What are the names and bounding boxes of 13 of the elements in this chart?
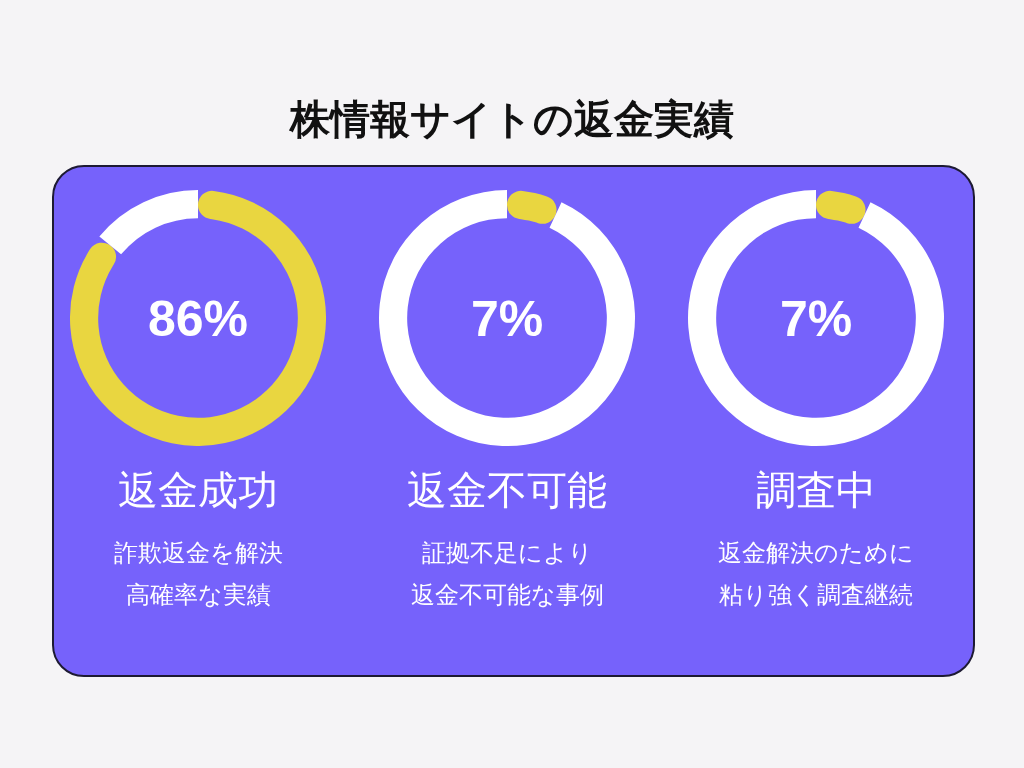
text: 返金解決のために: [717, 538, 915, 568]
text: 返金不可能: [406, 467, 608, 514]
text: 株情報サイトの返金実績: [288, 96, 735, 143]
text: 詐欺返金を解決: [112, 538, 284, 568]
text: 返金不可能な事例: [409, 580, 605, 610]
text: 7%: [779, 290, 853, 347]
text: 高確率な実績: [124, 580, 272, 610]
text: 返金成功: [117, 467, 279, 514]
text: 調査中: [755, 467, 877, 514]
text: 粘り強く調査継続: [718, 580, 914, 610]
text: 86%: [147, 290, 249, 347]
text: 証拠不足により: [420, 538, 594, 568]
text: 7%: [470, 290, 544, 347]
